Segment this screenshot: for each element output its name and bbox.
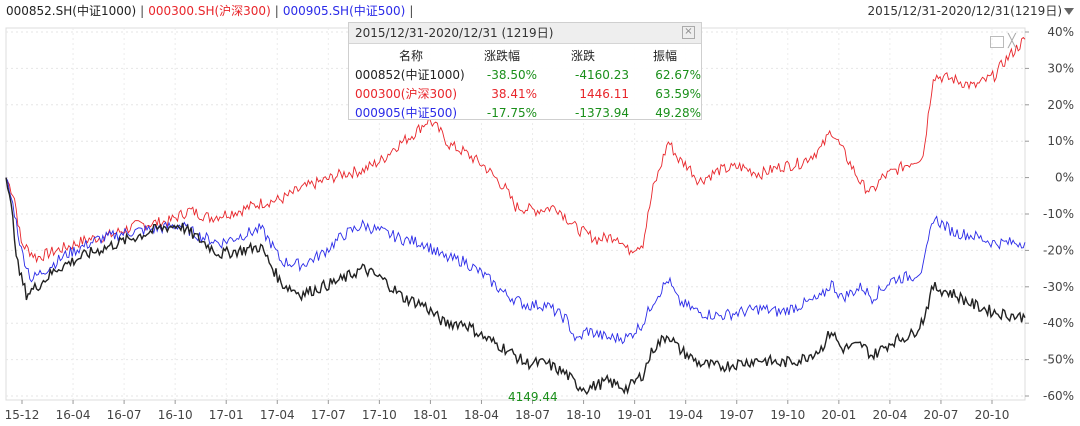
- y-tick-label: -30%: [1043, 280, 1074, 294]
- x-tick-label: 17-04: [260, 408, 295, 422]
- x-tick-label: 19-10: [770, 408, 805, 422]
- x-tick-label: 15-12: [5, 408, 40, 422]
- row-amp: 62.67%: [655, 67, 701, 82]
- row-name: 000852(中证1000): [355, 68, 465, 82]
- x-tick-label: 18-01: [413, 408, 448, 422]
- row-pct: -17.75%: [486, 105, 537, 120]
- legend-separator: |: [140, 4, 145, 18]
- x-tick-label: 16-04: [56, 408, 91, 422]
- y-tick-label: 10%: [1047, 134, 1074, 148]
- y-tick-label: -10%: [1043, 207, 1074, 221]
- y-tick-label: 30%: [1047, 61, 1074, 75]
- tooltip-title: 2015/12/31-2020/12/31 (1219日): [355, 26, 554, 40]
- legend-separator: |: [409, 4, 414, 18]
- series-line-csi1000: [5, 177, 1026, 396]
- x-tick-label: 16-10: [158, 408, 193, 422]
- series-line-csi300: [5, 36, 1026, 264]
- y-tick-label: 20%: [1047, 98, 1074, 112]
- y-tick-label: -20%: [1043, 243, 1074, 257]
- row-pct: -38.50%: [486, 67, 537, 82]
- x-tick-label: 16-07: [107, 408, 142, 422]
- y-tick-label: -40%: [1043, 316, 1074, 330]
- x-tick-label: 19-01: [617, 408, 652, 422]
- row-name: 000300(沪深300): [355, 87, 458, 101]
- maximize-icon[interactable]: [990, 36, 1004, 48]
- x-tick-label: 17-10: [362, 408, 397, 422]
- series-line-csi500: [5, 177, 1026, 345]
- x-tick-label: 20-10: [975, 408, 1010, 422]
- table-row: 000905(中证500) -17.75% -1373.94 49.28%: [349, 103, 701, 122]
- tooltip-header-row: 名称 涨跌幅 涨跌 振幅: [349, 46, 701, 65]
- x-tick-label: 19-04: [668, 408, 703, 422]
- y-tick-label: 40%: [1047, 25, 1074, 39]
- legend-separator: |: [274, 4, 279, 18]
- tooltip-panel: 2015/12/31-2020/12/31 (1219日) × 名称 涨跌幅 涨…: [348, 22, 702, 120]
- close-icon[interactable]: ×: [682, 26, 695, 39]
- y-axis: 40% 30% 20% 10% 0% -10% -20% -30% -40% -50% -60%: [1025, 25, 1074, 403]
- x-tick-label: 18-10: [566, 408, 601, 422]
- min-annotation: 4149.44: [508, 390, 558, 404]
- legend-item-csi300[interactable]: 000300.SH(沪深300): [148, 4, 271, 18]
- legend: 000852.SH(中证1000) | 000300.SH(沪深300) | 00090…: [6, 0, 417, 22]
- col-chg-header: 涨跌: [570, 49, 595, 63]
- tooltip-table: 名称 涨跌幅 涨跌 振幅 000852(中证1000) -38.50% -416…: [349, 46, 701, 122]
- table-row: 000852(中证1000) -38.50% -4160.23 62.67%: [349, 65, 701, 84]
- row-chg: -4160.23: [575, 67, 629, 82]
- y-tick-label: -60%: [1043, 389, 1074, 403]
- date-range-selector[interactable]: 2015/12/31-2020/12/31(1219日): [867, 0, 1074, 22]
- close-chart-icon[interactable]: ╳: [1008, 34, 1016, 49]
- y-tick-label: 0%: [1055, 171, 1074, 185]
- x-tick-label: 20-01: [821, 408, 856, 422]
- top-bar: 000852.SH(中证1000) | 000300.SH(沪深300) | 00090…: [0, 0, 1080, 22]
- col-name-header: 名称: [398, 49, 423, 63]
- x-tick-label: 17-01: [209, 408, 244, 422]
- x-tick-label: 18-04: [464, 408, 499, 422]
- col-amp-header: 振幅: [652, 49, 677, 63]
- row-amp: 63.59%: [655, 86, 701, 101]
- legend-item-csi1000[interactable]: 000852.SH(中证1000): [6, 4, 137, 18]
- table-row: 000300(沪深300) 38.41% 1446.11 63.59%: [349, 84, 701, 103]
- x-tick-label: 17-07: [311, 408, 346, 422]
- x-axis: 15-12 16-04 16-07 16-10 17-01 17-04 17-07 17-10…: [5, 400, 1010, 422]
- y-tick-label: -50%: [1043, 353, 1074, 367]
- x-tick-label: 18-07: [515, 408, 550, 422]
- x-tick-label: 20-04: [872, 408, 907, 422]
- row-chg: -1373.94: [575, 105, 629, 120]
- row-chg: 1446.11: [579, 86, 629, 101]
- legend-item-csi500[interactable]: 000905.SH(中证500): [282, 4, 406, 18]
- chart-series: [5, 36, 1026, 396]
- row-pct: 38.41%: [491, 86, 537, 101]
- date-range-label: 2015/12/31-2020/12/31(1219日): [867, 4, 1062, 18]
- x-tick-label: 19-07: [719, 408, 754, 422]
- tooltip-header: 2015/12/31-2020/12/31 (1219日) ×: [349, 23, 701, 44]
- row-amp: 49.28%: [655, 105, 701, 120]
- x-tick-label: 20-07: [924, 408, 959, 422]
- col-pct-header: 涨跌幅: [483, 49, 520, 63]
- dropdown-caret-icon[interactable]: [1064, 8, 1074, 15]
- row-name: 000905(中证500): [355, 106, 458, 120]
